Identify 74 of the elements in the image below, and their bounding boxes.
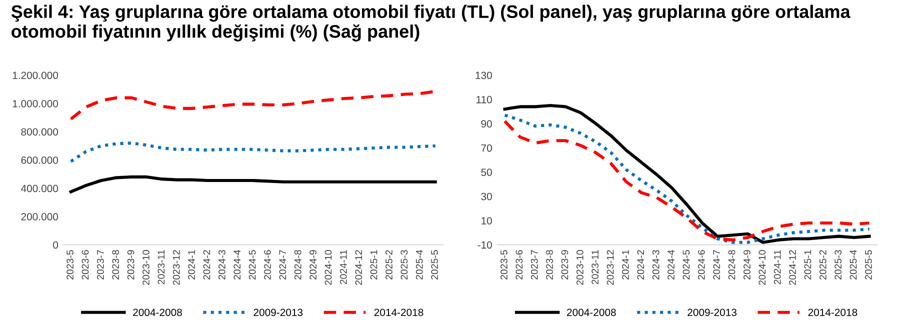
x-tick-label: 2023-9 [561,250,568,280]
x-tick-label: 2023-11 [592,250,599,284]
x-tick-label: 2023-6 [516,250,523,280]
y-tick-label: 90 [481,120,492,128]
x-tick-label: 2023-12 [172,250,180,285]
x-tick-label: 2024-3 [652,250,660,280]
y-tick-label: 50 [481,168,492,176]
x-tick-label: 2024-4 [234,250,241,280]
x-tick-label: 2023-10 [576,250,584,285]
x-tick-label: 2023-7 [530,250,538,280]
y-tick-label: 0 [53,241,58,249]
x-tick-label: 2024-7 [713,250,720,280]
line-series [69,142,437,163]
x-tick-label: 2024-2 [637,250,644,280]
legend-label: 2004-2008 [133,308,182,316]
x-tick-label: 2024-1 [188,250,195,280]
x-tick-label: 2023-12 [606,250,614,285]
x-tick-label: 2023-10 [142,250,150,285]
x-tick-label: 2025-2 [386,250,392,280]
x-tick-label: 2024-6 [698,250,705,280]
x-tick-label: 2024-11 [774,250,781,284]
y-tick-label: 800.000 [21,128,58,136]
chart-title: Şekil 4: Yaş gruplarına göre ortalama otomobil fiyatı (TL) (Sol panel), yaş gruplarına göre ortalama otomobil fiyatının yıllık değişimi (%) (Sağ panel) [11,4,850,42]
x-tick-label: 2024-12 [789,250,796,285]
legend-label: 2014-2018 [808,308,858,316]
x-tick-label: 2023-9 [127,250,134,280]
x-tick-label: 2025-1 [804,250,812,280]
x-tick-label: 2024-9 [310,250,316,280]
y-tick-label: 1.000.000 [12,100,58,108]
legend-label: 2004-2008 [567,308,616,316]
x-tick-label: 2024-4 [668,250,674,280]
legend-label: 2014-2018 [374,308,424,316]
y-tick-label: 400.000 [21,184,58,192]
legend-label: 2009-2013 [254,308,303,316]
x-tick-label: 2023-7 [96,250,104,280]
x-tick-label: 2024-3 [218,250,226,280]
x-tick-label: 2025-2 [819,250,826,280]
x-tick-label: 2024-12 [355,250,362,285]
x-tick-label: 2023-8 [546,250,553,280]
line-series [69,175,437,194]
x-tick-label: 2025-5 [431,250,438,280]
y-tick-label: 1.200.000 [12,72,58,80]
y-tick-label: 30 [481,192,492,200]
x-tick-label: 2024-10 [324,250,332,285]
x-tick-label: 2025-5 [865,250,872,280]
x-tick-label: 2024-5 [248,250,256,280]
y-tick-label: 600.000 [21,156,58,164]
y-tick-label: 110 [476,96,492,104]
x-tick-label: 2024-7 [279,250,286,280]
y-tick-label: 70 [481,144,492,152]
y-tick-label: 200.000 [21,213,58,220]
x-tick-label: 2024-10 [758,250,766,285]
legend-label: 2009-2013 [688,308,736,316]
x-tick-label: 2023-5 [66,250,74,280]
x-tick-label: 2024-8 [728,250,736,280]
x-tick-label: 2024-8 [294,250,302,280]
x-tick-label: 2024-6 [264,250,271,280]
y-tick-label: 130 [476,72,492,80]
x-tick-label: 2024-9 [744,250,750,280]
x-tick-label: 2025-3 [834,250,842,280]
x-tick-label: 2025-1 [370,250,378,280]
x-tick-label: 2024-5 [682,250,690,280]
x-tick-label: 2024-2 [203,250,210,280]
x-tick-label: 2024-1 [622,250,629,280]
x-tick-label: 2023-6 [82,250,89,280]
x-tick-label: 2023-8 [112,250,120,280]
y-tick-label: -10 [478,241,492,249]
x-tick-label: 2025-3 [400,250,408,280]
x-tick-label: 2025-4 [850,250,857,280]
y-tick-label: 10 [482,217,492,224]
x-tick-label: 2024-11 [340,250,347,284]
x-tick-label: 2023-5 [500,250,508,280]
x-tick-label: 2025-4 [416,250,423,280]
x-tick-label: 2023-11 [158,250,165,284]
